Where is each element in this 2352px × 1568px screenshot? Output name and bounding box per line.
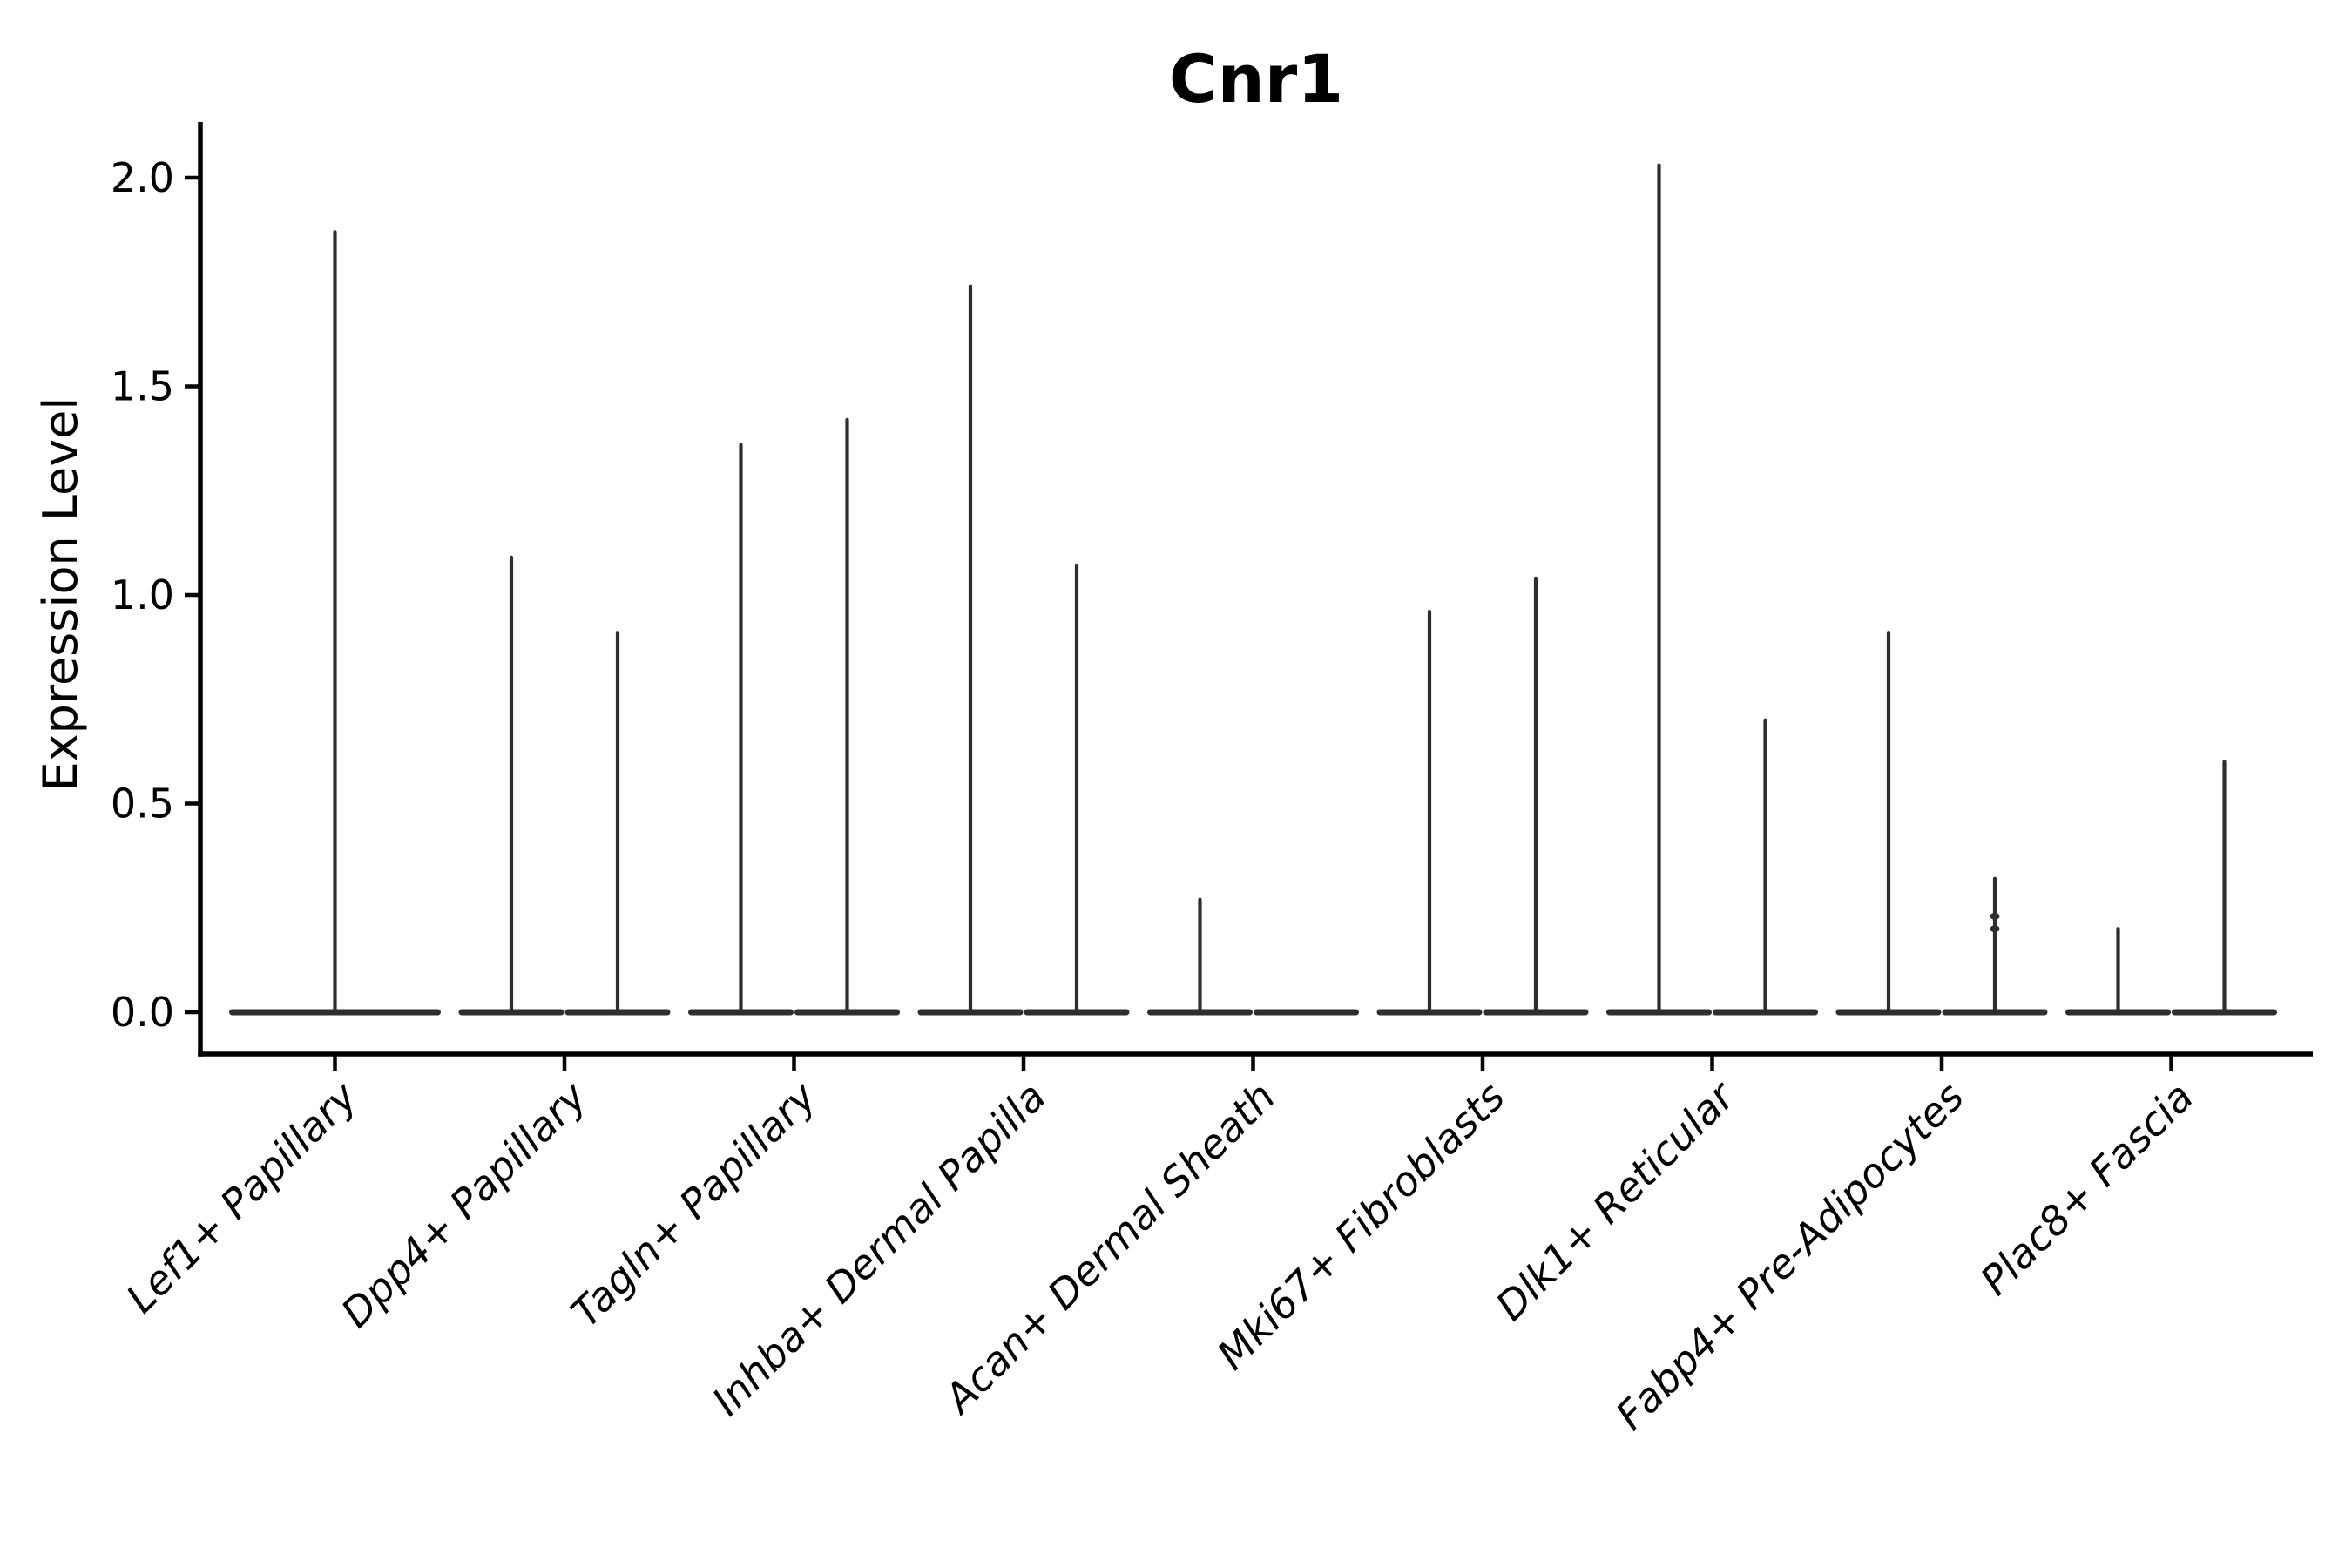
violin	[1024, 564, 1130, 1016]
violin	[564, 631, 671, 1016]
y-tick-label: 1.0	[111, 571, 174, 618]
y-tick-label: 2.0	[111, 154, 174, 201]
y-tick-label: 0.0	[111, 989, 174, 1036]
y-tick-label: 1.5	[111, 363, 174, 410]
x-tick-label: Dlk1+ Reticular	[1487, 1071, 1746, 1329]
violin-bump	[1990, 925, 2000, 933]
violin	[1376, 610, 1483, 1016]
violin	[2172, 760, 2277, 1016]
violin	[1606, 163, 1712, 1016]
violin	[1713, 718, 1818, 1016]
axes	[185, 122, 2313, 1071]
x-tick-label: Tagln+ Papillary	[562, 1072, 826, 1336]
violin	[917, 284, 1024, 1016]
violin-bump	[1990, 912, 2000, 920]
violin	[1835, 631, 1942, 1016]
violin	[1942, 876, 2048, 1016]
chart-title: Cnr1	[1169, 40, 1343, 118]
y-tick-label: 0.5	[111, 781, 174, 828]
x-tick-label: Lef1+ Papillary	[117, 1072, 366, 1321]
violin	[458, 555, 564, 1016]
violins	[229, 163, 2277, 1016]
violin	[229, 230, 441, 1016]
x-tick-label: Plac8+ Fascia	[1971, 1073, 2202, 1304]
violin	[1483, 576, 1589, 1016]
violin	[688, 443, 794, 1016]
y-axis-label: Expression Level	[33, 397, 88, 792]
x-tick-label: Dpp4+ Papillary	[332, 1072, 596, 1336]
violin	[2065, 927, 2171, 1016]
violin	[794, 417, 900, 1016]
violin	[1147, 897, 1253, 1016]
